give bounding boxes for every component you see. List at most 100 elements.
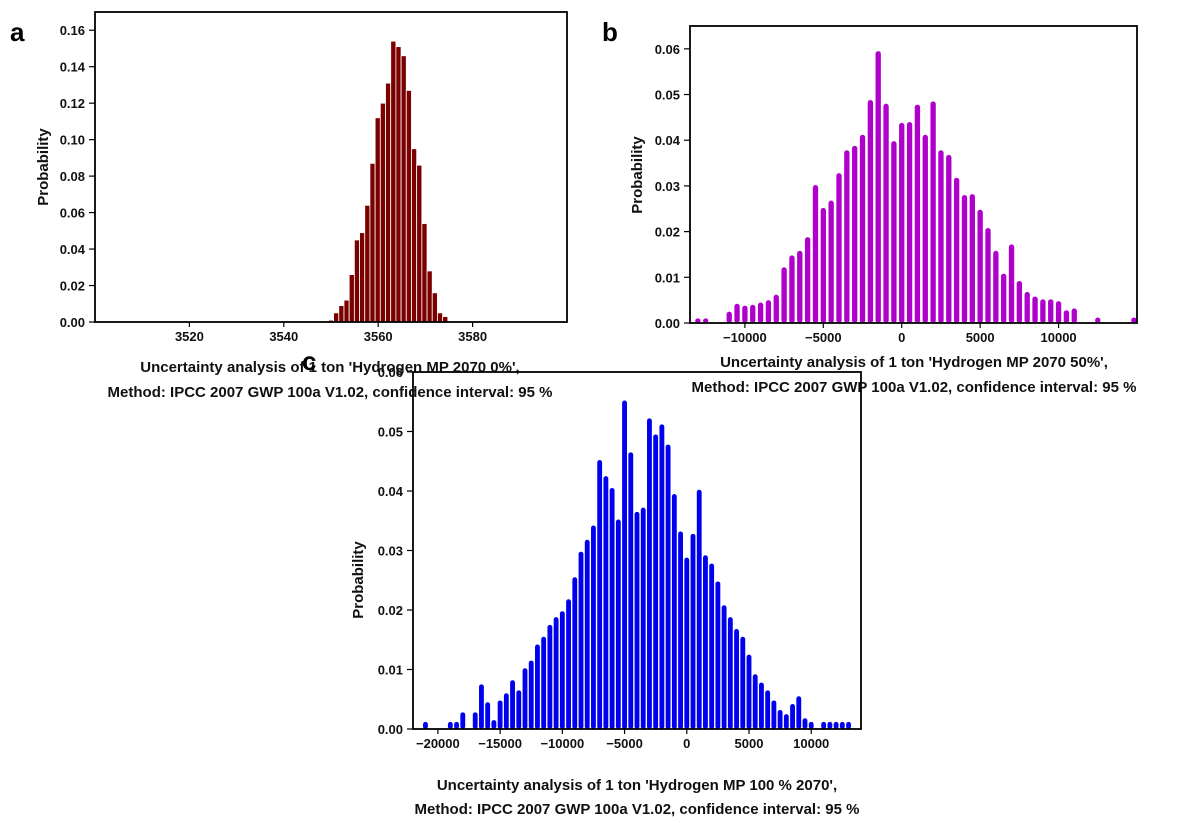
panel-c-y-tick-label: 0.02: [378, 603, 403, 618]
panel-c-bar: [454, 721, 459, 729]
panel-c-x-tick-label: 10000: [793, 736, 829, 751]
panel-b-bar: [930, 101, 936, 323]
panel-c-bar: [628, 452, 634, 729]
panel-b-xlabel-line-1: Uncertainty analysis of 1 ton 'Hydrogen …: [720, 354, 1108, 371]
panel-b-bar: [804, 237, 811, 323]
panel-b-bar: [1008, 244, 1015, 323]
panel-a-bar: [400, 55, 407, 323]
panel-b-bar: [750, 304, 756, 323]
panel-b-bar: [1063, 310, 1070, 323]
panel-a-bar: [359, 232, 366, 323]
panel-c-bar: [485, 702, 491, 729]
panel-a-y-tick-label: 0.04: [60, 242, 86, 257]
panel-c-xlabel-line-1: Uncertainty analysis of 1 ton 'Hydrogen …: [437, 777, 837, 794]
panel-a-bar: [353, 239, 360, 323]
panel-a-bar: [385, 82, 392, 323]
panel-c-x-tick-label: 0: [683, 736, 690, 751]
panel-c-bar: [528, 660, 534, 729]
panel-c-bar: [591, 525, 596, 729]
panel-b-bar: [1131, 317, 1137, 323]
panel-a-x-tick-label: 3540: [269, 329, 298, 344]
panel-c-bar: [447, 721, 453, 729]
panel-a-bar: [431, 292, 438, 323]
panel-b-bar: [1024, 291, 1030, 323]
panel-c-bar: [721, 605, 727, 729]
panel-a-bar: [395, 46, 402, 323]
panel-c-bar: [622, 400, 627, 729]
panel-b-bar: [867, 100, 874, 324]
panel-c-letter: c: [302, 346, 316, 376]
panel-b-plot-frame: [689, 25, 1138, 324]
panel-b-xlabel-line-2: Method: IPCC 2007 GWP 100a V1.02, confid…: [692, 379, 1137, 396]
panel-b-bar: [781, 267, 787, 323]
panel-b-x-ticks: −10000 −5000 0 5000 10000: [723, 323, 1077, 345]
panel-b-bar: [938, 150, 944, 323]
panel-c-bar: [647, 418, 652, 729]
panel-b-bar: [852, 145, 858, 323]
panel-a-bar: [374, 117, 381, 323]
panel-b-bar: [1071, 308, 1077, 323]
panel-b-bar: [820, 207, 826, 323]
panel-c-bar: [472, 712, 478, 729]
panel-c-bar: [703, 555, 708, 729]
panel-b-x-tick-label: 0: [898, 330, 905, 345]
panel-a-bar: [333, 312, 340, 323]
panel-c-y-tick-label: 0.04: [378, 484, 404, 499]
panel-a-y-tick-label: 0.14: [60, 60, 86, 75]
panel-b-bar: [844, 150, 850, 323]
panel-b-bar: [797, 250, 803, 323]
panel-a-plot-frame: [94, 11, 568, 323]
panel-c-bar: [516, 690, 522, 729]
panel-c-bar: [690, 533, 696, 729]
panel-b-bar: [789, 255, 795, 323]
panel-c-bar: [752, 674, 758, 729]
panel-b-y-ticks: 0.00 0.01 0.02 0.03 0.04 0.05 0.06: [655, 42, 690, 331]
panel-b-y-tick-label: 0.03: [655, 179, 680, 194]
panel-c-bar: [821, 721, 827, 729]
panel-b-bar: [742, 305, 748, 323]
panel-c-y-tick-label: 0.00: [378, 722, 403, 737]
panel-b-x-tick-label: 10000: [1041, 330, 1077, 345]
panel-b-bar: [993, 250, 999, 323]
panel-a-bar: [405, 90, 412, 323]
panel-b-bar: [695, 318, 701, 323]
panel-c-bar: [553, 617, 559, 729]
panel-b-bar: [1032, 296, 1038, 323]
panel-b-bar: [773, 294, 779, 323]
panel-a-x-tick-label: 3580: [458, 329, 487, 344]
panel-c-bar: [541, 636, 547, 729]
panel-c-bar: [802, 718, 808, 729]
panel-c-bar: [740, 636, 746, 729]
panel-c-bar: [503, 693, 509, 729]
panel-c-bar: [597, 460, 603, 729]
panel-a-x-tick-label: 3520: [175, 329, 204, 344]
panel-c-bar: [547, 624, 553, 730]
panel-b-bar: [946, 154, 952, 323]
panel-c-bar: [479, 684, 484, 730]
panel-b-bar: [757, 302, 764, 323]
panel-a-bar: [437, 312, 444, 323]
panel-b-bar: [828, 200, 834, 323]
panel-c-bar: [566, 599, 571, 729]
panel-b: b −10000 −5000 0 5000 10000 0.00 0.01 0.02 0.03…: [602, 17, 1138, 396]
panel-c-bar: [777, 709, 783, 729]
panel-c-bar: [783, 714, 789, 730]
panel-b-bar: [875, 51, 881, 323]
panel-a-y-tick-label: 0.16: [60, 23, 85, 38]
panel-c-x-tick-label: −15000: [478, 736, 522, 751]
panel-a-bar: [416, 164, 423, 323]
panel-b-bar: [922, 134, 928, 323]
panel-c-bar: [497, 700, 503, 729]
panel-a: a 3520 3540 3560 3580 0.000.020.040.060.080…: [10, 11, 568, 401]
panel-c-bar: [727, 617, 733, 729]
panel-c-bar: [796, 696, 802, 729]
panel-c-bar: [615, 519, 621, 729]
panel-c-bar: [759, 682, 764, 729]
panel-b-bar: [1055, 301, 1062, 323]
panel-b-letter: b: [602, 17, 618, 47]
panel-c-y-tick-label: 0.03: [378, 544, 403, 559]
panel-b-bar: [985, 227, 991, 323]
panel-c-bar: [609, 488, 615, 729]
panel-a-bar: [421, 223, 428, 323]
panel-a-ylabel: Probability: [35, 128, 52, 206]
